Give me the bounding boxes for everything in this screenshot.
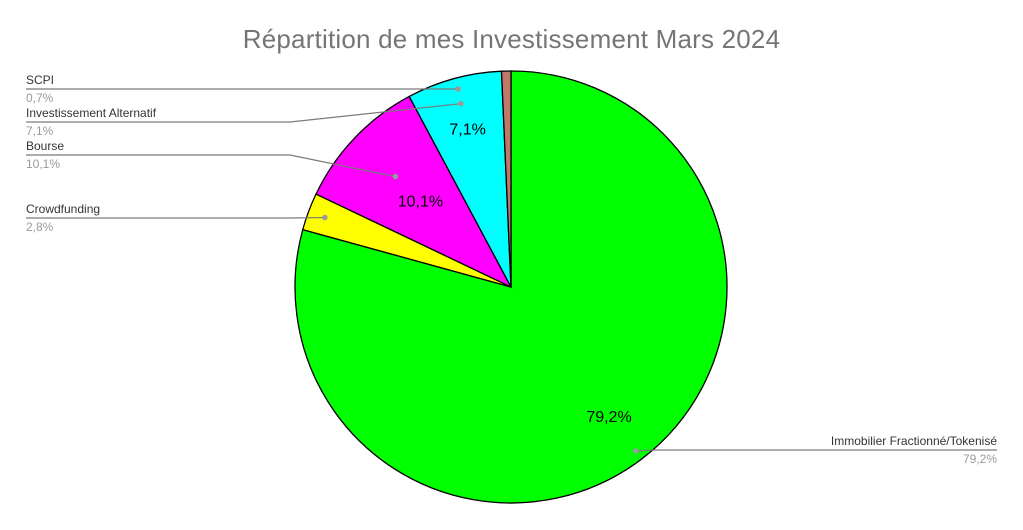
legend-pct-immobilier-fractionne-tokenise: 79,2% [963,452,997,466]
leader-dot-immobilier-fractionne-tokenise [633,448,639,454]
pie-slice-scpi [500,70,512,288]
legend-name-investissement-alternatif: Investissement Alternatif [26,106,157,120]
inside-label-immobilier-fractionne-tokenise: 79,2% [586,409,631,426]
legend-name-crowdfunding: Crowdfunding [26,202,100,216]
legend-pct-investissement-alternatif: 7,1% [26,124,54,138]
legend-name-scpi: SCPI [26,73,54,87]
leader-line-investissement-alternatif [26,103,461,123]
leader-dot-investissement-alternatif [457,100,464,107]
leader-dot-bourse [392,173,399,180]
legend-pct-crowdfunding: 2,8% [26,220,54,234]
pie-slice-bourse [315,95,513,289]
legend-pct-scpi: 0,7% [26,91,54,105]
legend-name-bourse: Bourse [26,139,64,153]
chart-title: Répartition de mes Investissement Mars 2… [242,24,781,54]
leader-dot-scpi [455,86,461,92]
inside-label-investissement-alternatif: 7,1% [449,122,485,139]
leader-line-immobilier-fractionne-tokenise [635,449,997,452]
legend-pct-bourse: 10,1% [26,157,60,171]
inside-label-bourse: 10,1% [398,193,443,210]
legend-name-immobilier-fractionne-tokenise: Immobilier Fractionné/Tokenisé [831,434,997,448]
leader-line-bourse [26,154,396,178]
leader-dot-crowdfunding [322,214,328,221]
